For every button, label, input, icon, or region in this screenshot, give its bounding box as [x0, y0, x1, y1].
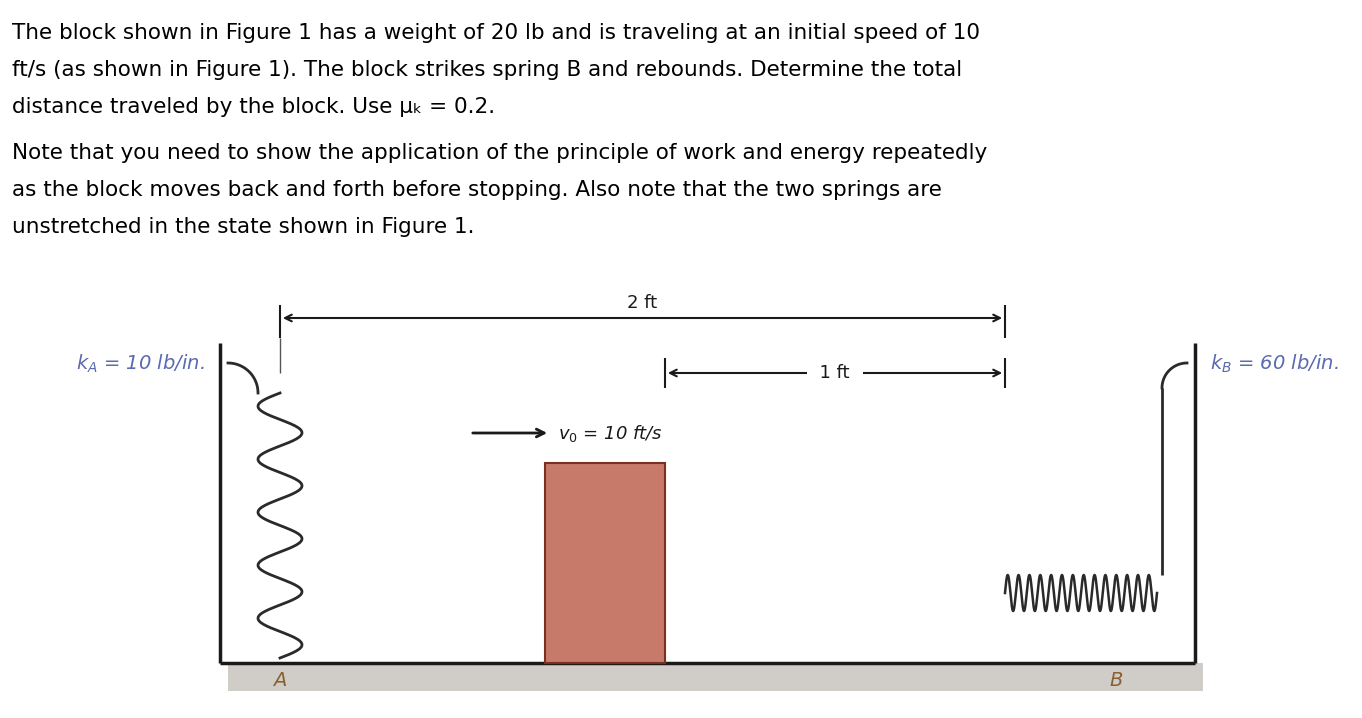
- Text: Note that you need to show the application of the principle of work and energy r: Note that you need to show the applicati…: [12, 143, 987, 163]
- Text: $A$: $A$: [272, 671, 287, 690]
- Bar: [545, 463, 665, 663]
- Text: The block shown in Figure 1 has a weight of 20 lb and is traveling at an initial: The block shown in Figure 1 has a weight…: [12, 23, 981, 43]
- Text: 2 ft: 2 ft: [628, 294, 658, 312]
- Text: as the block moves back and forth before stopping. Also note that the two spring: as the block moves back and forth before…: [12, 180, 943, 200]
- Text: unstretched in the state shown in Figure 1.: unstretched in the state shown in Figure…: [12, 217, 474, 237]
- Text: 1 ft: 1 ft: [809, 364, 862, 382]
- Text: $v_0$ = 10 ft/s: $v_0$ = 10 ft/s: [558, 422, 663, 444]
- FancyBboxPatch shape: [227, 663, 1203, 691]
- Text: ft/s (as shown in Figure 1). The block strikes spring B and rebounds. Determine : ft/s (as shown in Figure 1). The block s…: [12, 60, 962, 80]
- Text: $k_A$ = 10 lb/in.: $k_A$ = 10 lb/in.: [76, 353, 206, 376]
- Text: distance traveled by the block. Use μₖ = 0.2.: distance traveled by the block. Use μₖ =…: [12, 97, 496, 117]
- Text: $B$: $B$: [1109, 671, 1124, 690]
- Text: $k_B$ = 60 lb/in.: $k_B$ = 60 lb/in.: [1209, 353, 1339, 376]
